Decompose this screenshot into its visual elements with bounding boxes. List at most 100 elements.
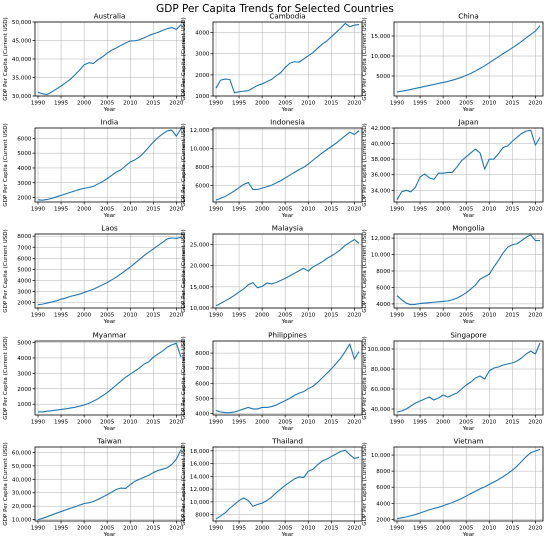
y-axis-label: GDP Per Capita (Current USD): [181, 123, 187, 206]
plot-frame: [393, 127, 544, 203]
x-tick-label: 1995: [413, 101, 428, 107]
x-tick-label: 1990: [209, 526, 224, 532]
panel-malaysia: 1990 1995 2000 2005 2010 2015 2020 10,000 15,000…: [181, 224, 363, 325]
x-tick-label: 2010: [482, 101, 497, 107]
x-tick-label: 2020: [169, 207, 184, 213]
x-tick-label: 2010: [123, 526, 138, 532]
panel-indonesia: 1990 1995 2000 2005 2010 2015 2020 6000 8000 10,0…: [181, 118, 363, 219]
x-tick-label: 2015: [146, 101, 161, 107]
x-tick-label: 2010: [301, 526, 316, 532]
panel-title: Philippines: [268, 331, 307, 340]
y-tick-label: 1000: [195, 94, 210, 100]
x-tick-label: 2015: [505, 420, 520, 426]
x-tick-label: 2010: [301, 207, 316, 213]
panel-title: Mongolia: [452, 224, 485, 233]
x-tick-label: 2010: [123, 313, 138, 319]
y-tick-label: 6000: [17, 256, 32, 262]
y-axis-label: GDP Per Capita (Current USD): [362, 336, 368, 419]
y-tick-label: 50,000: [12, 20, 32, 26]
x-axis-label: Year: [103, 532, 117, 538]
x-tick-label: 2005: [100, 526, 115, 532]
series-line-china: [396, 25, 541, 93]
x-tick-label: 1990: [390, 207, 405, 213]
y-tick-label: 30,000: [12, 94, 32, 100]
y-tick-label: 30,000: [12, 491, 32, 497]
panel-title: Australia: [94, 12, 126, 21]
x-tick-label: 2005: [459, 313, 474, 319]
y-tick-label: 14,000: [190, 474, 210, 480]
panel-title: Singapore: [450, 331, 487, 340]
plot-frame: [212, 446, 363, 522]
x-tick-label: 2005: [459, 101, 474, 107]
x-tick-label: 1990: [31, 207, 46, 213]
x-tick-label: 2005: [459, 420, 474, 426]
x-tick-label: 2010: [301, 420, 316, 426]
x-tick-label: 2005: [278, 207, 293, 213]
y-tick-label: 4000: [195, 31, 210, 37]
y-axis-label: GDP Per Capita (Current USD): [3, 336, 9, 419]
panel-title: Taiwan: [96, 437, 121, 446]
y-axis-label: GDP Per Capita (Current USD): [3, 17, 9, 100]
y-tick-label: 40,000: [371, 142, 391, 148]
y-tick-label: 20,000: [12, 504, 32, 510]
x-tick-label: 2000: [255, 101, 270, 107]
panel-japan: 1990 1995 2000 2005 2010 2015 2020 34,000 36,000…: [362, 118, 544, 219]
y-tick-label: 15,000: [371, 34, 391, 40]
y-tick-label: 10,000: [371, 453, 391, 459]
x-tick-label: 1995: [54, 101, 69, 107]
panel-philippines: 1990 1995 2000 2005 2010 2015 2020 4000 5000 6000…: [181, 331, 363, 432]
y-tick-label: 12,000: [371, 236, 391, 242]
x-tick-label: 2000: [77, 101, 92, 107]
x-tick-label: 1990: [390, 420, 405, 426]
x-tick-label: 1990: [31, 101, 46, 107]
y-tick-label: 40,000: [371, 407, 391, 413]
y-axis-label: GDP Per Capita (Current USD): [181, 442, 187, 525]
y-tick-label: 5000: [376, 74, 391, 80]
panel-mongolia: 1990 1995 2000 2005 2010 2015 2020 4000 6000 8000…: [362, 224, 544, 325]
plot-frame: [393, 21, 544, 97]
x-tick-label: 1990: [390, 101, 405, 107]
x-tick-label: 2005: [278, 420, 293, 426]
y-tick-label: 2000: [195, 73, 210, 79]
x-tick-label: 2005: [100, 420, 115, 426]
y-tick-label: 2000: [17, 387, 32, 393]
x-tick-label: 1990: [209, 207, 224, 213]
x-tick-label: 2000: [77, 420, 92, 426]
series-line-singapore: [396, 342, 541, 413]
x-tick-label: 2005: [459, 207, 474, 213]
y-tick-label: 4000: [17, 356, 32, 362]
y-tick-label: 4000: [195, 411, 210, 417]
series-line-cambodia: [215, 22, 360, 94]
x-axis-label: Year: [281, 426, 295, 432]
panel-thailand: 1990 1995 2000 2005 2010 2015 2020 8000 10,000 12…: [181, 437, 363, 538]
y-tick-label: 7000: [17, 245, 32, 251]
x-tick-label: 1990: [31, 420, 46, 426]
y-axis-label: GDP Per Capita (Current USD): [3, 229, 9, 312]
plot-frame: [34, 233, 185, 309]
panel-title: Thailand: [271, 437, 303, 446]
x-tick-label: 1995: [232, 207, 247, 213]
y-tick-label: 10,000: [371, 54, 391, 60]
panel-title: Myanmar: [93, 331, 127, 340]
y-axis-label: GDP Per Capita (Current USD): [3, 123, 9, 206]
y-tick-label: 10,000: [190, 146, 210, 152]
panel-title: Cambodia: [269, 12, 305, 21]
y-tick-label: 4000: [17, 166, 32, 172]
series-line-india: [37, 128, 182, 201]
plot-frame: [212, 127, 363, 203]
y-axis-label: GDP Per Capita (Current USD): [362, 17, 368, 100]
y-axis-label: GDP Per Capita (Current USD): [362, 229, 368, 312]
x-tick-label: 1995: [413, 526, 428, 532]
x-tick-label: 1990: [390, 526, 405, 532]
series-line-myanmar: [38, 342, 182, 413]
y-tick-label: 8000: [195, 351, 210, 357]
x-tick-label: 2020: [528, 420, 543, 426]
y-axis-label: GDP Per Capita (Current USD): [181, 336, 187, 419]
x-tick-label: 1995: [54, 207, 69, 213]
x-tick-label: 2000: [255, 313, 270, 319]
y-tick-label: 3000: [17, 181, 32, 187]
x-tick-label: 2020: [347, 313, 362, 319]
x-tick-label: 2005: [100, 207, 115, 213]
x-tick-label: 2020: [528, 526, 543, 532]
y-tick-label: 6000: [195, 183, 210, 189]
